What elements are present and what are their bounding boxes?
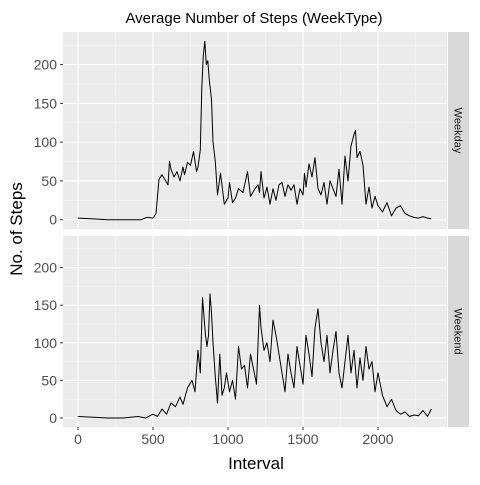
y-tick-label: 200 [34,260,58,276]
facet-strip [448,32,469,229]
facet-strip [448,236,469,427]
x-tick-label: 500 [141,431,165,447]
y-tick-label: 150 [34,297,58,313]
facet-panel-weekday: 0 50 100 150 200 Weekday [34,32,469,229]
x-tick-label: 2000 [362,431,393,447]
facet-strip-label: Weekday [452,108,464,154]
panels-layer: 0 50 100 150 200 Weekday 0 50 100 150 200 Weekend 0 5… [34,32,469,447]
chart-title: Average Number of Steps (WeekType) [125,10,382,27]
facet-panel-weekend: 0 50 100 150 200 Weekend [34,236,469,427]
series-line-weekend [77,293,432,419]
series-line-weekday [77,40,432,221]
y-tick-label: 0 [49,410,57,426]
y-tick-label: 50 [41,372,57,388]
y-tick-label: 200 [34,57,58,73]
x-tick-label: 1500 [287,431,318,447]
x-tick-label: 1000 [212,431,243,447]
y-tick-label: 100 [34,335,58,351]
x-axis-label: Interval [228,454,284,473]
y-tick-label: 0 [49,212,57,228]
x-tick-label: 0 [74,431,82,447]
panel-background [63,32,447,229]
y-tick-label: 50 [41,173,57,189]
y-tick-label: 100 [34,134,58,150]
panel-background [63,236,447,427]
y-axis-label: No. of Steps [7,182,26,276]
facet-strip-label: Weekend [452,308,464,354]
y-tick-label: 150 [34,95,58,111]
